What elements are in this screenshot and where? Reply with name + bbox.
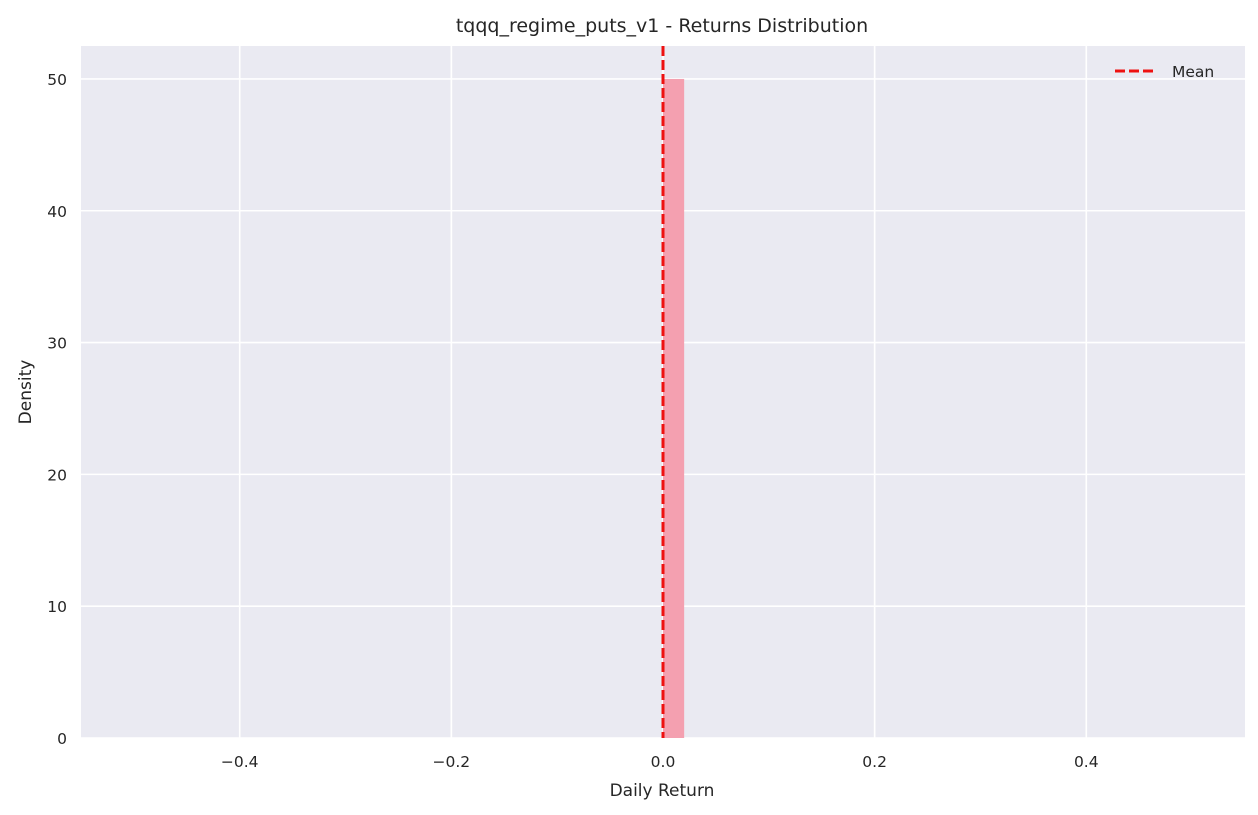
tick-labels: −0.4 −0.2 0.0 0.2 0.4 0 10 20 30 40 50: [47, 71, 1098, 771]
x-tick-label: 0.0: [651, 753, 676, 771]
y-axis-label: Density: [16, 360, 36, 425]
histogram-bar: [663, 78, 685, 738]
histogram-bars: [663, 78, 685, 738]
y-tick-label: 0: [57, 730, 67, 748]
y-tick-label: 30: [47, 335, 67, 353]
x-tick-label: −0.2: [433, 753, 471, 771]
chart-title: tqqq_regime_puts_v1 - Returns Distributi…: [456, 15, 868, 37]
x-tick-label: 0.2: [862, 753, 887, 771]
x-axis-label: Daily Return: [610, 781, 715, 801]
y-tick-label: 20: [47, 466, 67, 484]
x-tick-label: 0.4: [1074, 753, 1099, 771]
y-tick-label: 50: [47, 71, 67, 89]
x-tick-label: −0.4: [221, 753, 259, 771]
y-tick-label: 10: [47, 598, 67, 616]
legend-mean-label: Mean: [1172, 63, 1214, 81]
legend: Mean: [1115, 63, 1214, 81]
y-tick-label: 40: [47, 203, 67, 221]
